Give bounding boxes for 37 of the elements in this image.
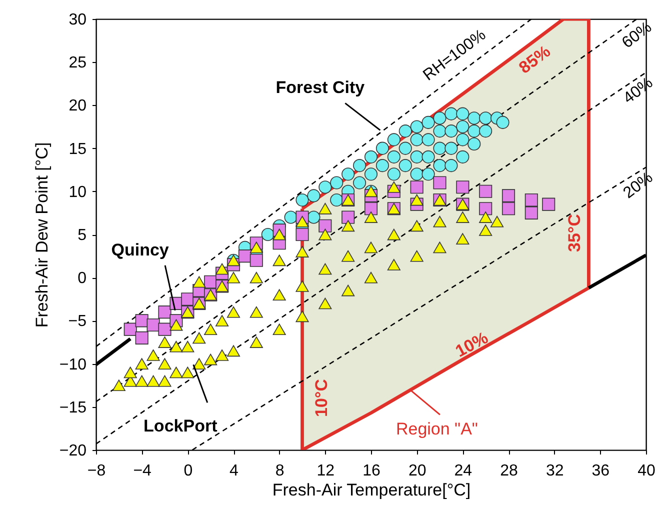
y-tick-label: 5 <box>78 227 87 244</box>
text: 40% <box>620 74 656 108</box>
x-tick-label: 40 <box>638 462 656 480</box>
y-tick-label: 15 <box>68 140 87 158</box>
annotation: Forest City <box>276 78 366 98</box>
annotation: 10°C <box>312 379 331 417</box>
y-axis-title: Fresh-Air Dew Point [°C] <box>32 142 52 328</box>
annotation: Quincy <box>111 240 170 260</box>
x-tick-label: 28 <box>500 462 518 480</box>
x-axis-title: Fresh-Air Temperature[°C] <box>272 480 471 500</box>
y-tick-label: 30 <box>68 12 87 28</box>
x-tick-label: 12 <box>316 462 335 480</box>
x-tick-label: −4 <box>133 462 152 480</box>
x-tick-label: 8 <box>275 462 284 480</box>
annotation: Region "A" <box>396 420 478 439</box>
x-tick-label: 0 <box>184 462 193 480</box>
annotation: 85% <box>515 42 554 78</box>
y-tick-label: −10 <box>59 356 87 374</box>
x-tick-label: 36 <box>592 462 610 480</box>
x-tick-label: 32 <box>546 462 564 480</box>
annotation: 35°C <box>565 214 584 252</box>
x-tick-label: 16 <box>362 462 380 480</box>
y-tick-label: 20 <box>68 98 87 115</box>
y-tick-label: −20 <box>59 442 87 460</box>
y-tick-label: −5 <box>68 313 87 330</box>
annotation: 10% <box>452 328 492 361</box>
x-tick-label: −8 <box>87 462 106 480</box>
x-tick-label: 24 <box>454 462 472 480</box>
x-tick-label: 20 <box>408 462 426 480</box>
text: 20% <box>620 169 656 202</box>
annotation: LockPort <box>144 416 218 436</box>
text: 60% <box>619 18 656 52</box>
y-tick-label: −15 <box>59 399 87 416</box>
y-tick-label: 0 <box>78 270 87 288</box>
y-tick-label: 10 <box>68 184 87 201</box>
x-tick-label: 4 <box>230 462 239 480</box>
y-tick-label: 25 <box>68 54 87 72</box>
